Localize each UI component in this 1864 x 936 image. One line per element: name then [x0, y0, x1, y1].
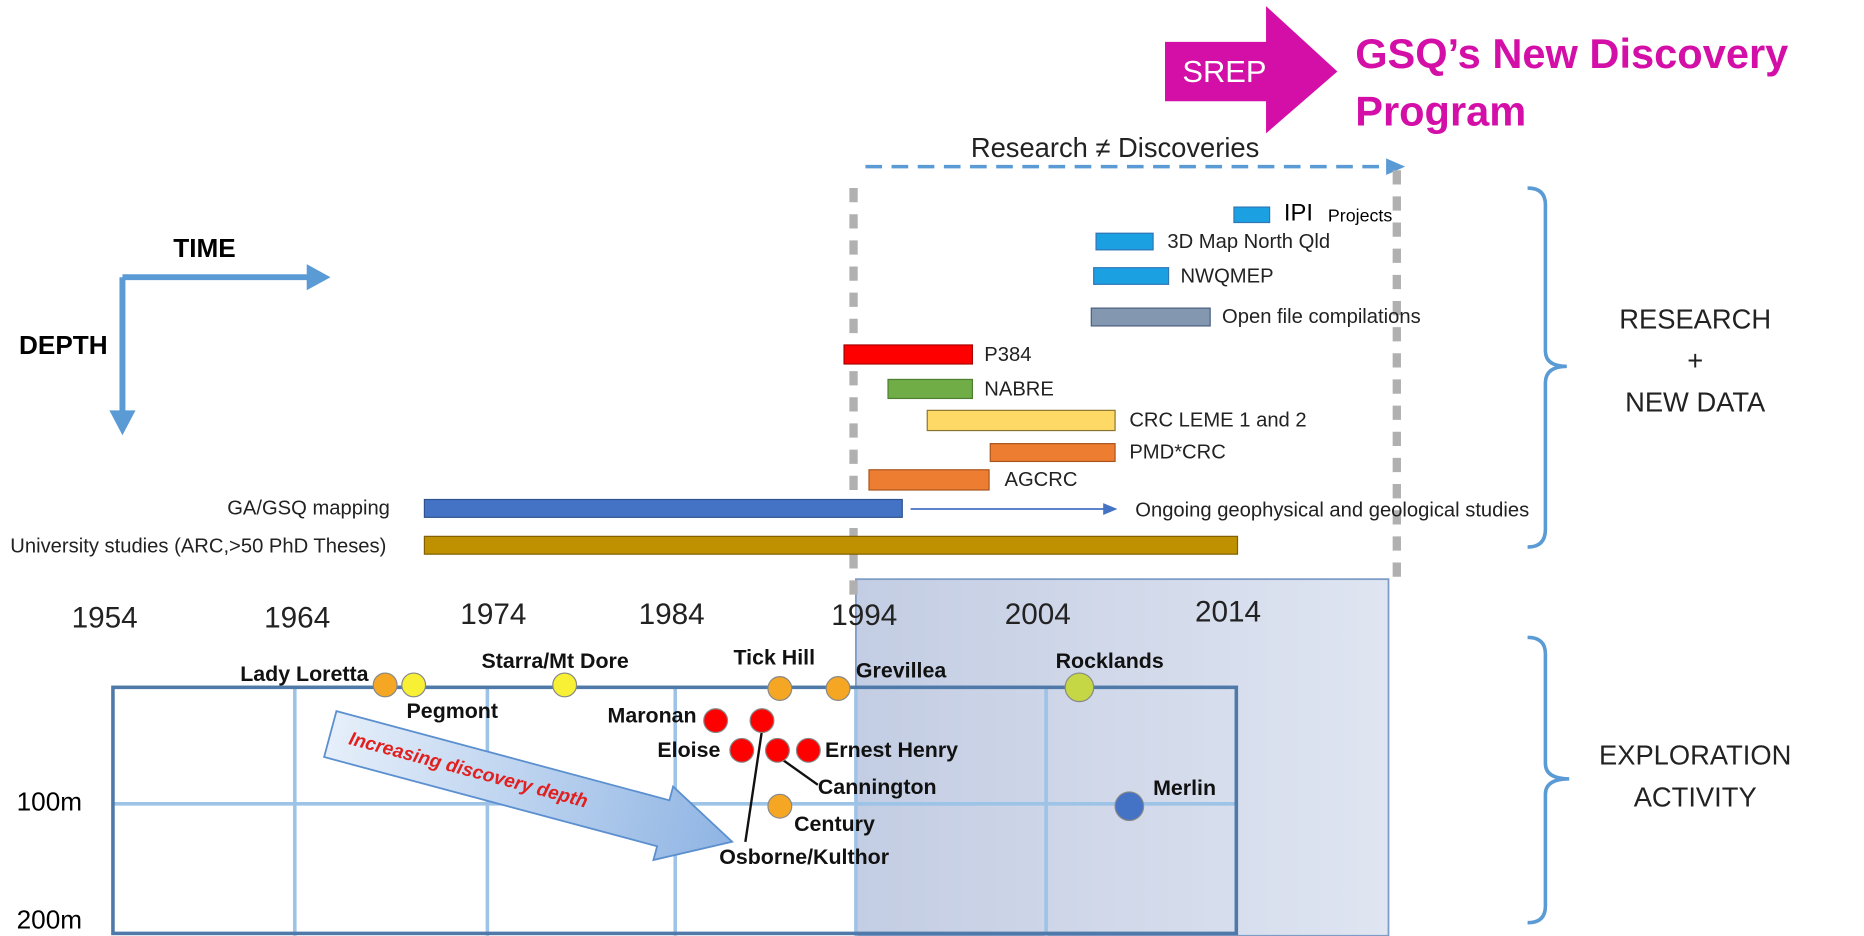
- deposit-label: Maronan: [608, 704, 697, 728]
- deposit-label: Century: [794, 812, 875, 836]
- leader-line: [780, 757, 819, 786]
- deposit-label: Pegmont: [407, 699, 498, 723]
- project-label: P384: [984, 344, 1031, 366]
- year-label: 1974: [460, 598, 526, 631]
- deposit: [372, 672, 398, 698]
- project-bar: [868, 469, 990, 491]
- project-bar: [1095, 232, 1154, 251]
- deposit: [1114, 791, 1145, 822]
- project-label: Open file compilations: [1222, 306, 1421, 328]
- project-note: Ongoing geophysical and geological studi…: [1135, 500, 1529, 522]
- deposit: [729, 737, 755, 763]
- deposit: [552, 672, 578, 698]
- project-label: GA/GSQ mapping: [227, 497, 390, 519]
- project-label: 3D Map North Qld: [1167, 231, 1330, 253]
- project-note: Projects: [1328, 205, 1392, 225]
- deposit: [401, 672, 427, 698]
- deposit: [703, 708, 729, 734]
- project-label: AGCRC: [1005, 469, 1078, 491]
- deposit-label: Merlin: [1153, 776, 1216, 800]
- project-label: IPI: [1284, 199, 1313, 226]
- srep-label: SREP: [1182, 54, 1266, 89]
- arrow-head: [1103, 503, 1118, 515]
- year-label: 2004: [1005, 598, 1071, 631]
- project-label: University studies (ARC,>50 PhD Theses): [10, 535, 386, 557]
- arrow-head: [109, 410, 136, 436]
- deposit-label: Lady Loretta: [240, 662, 369, 686]
- deposit: [764, 737, 790, 763]
- side-label: NEW DATA: [1625, 387, 1766, 418]
- depth-tick: 200m: [17, 904, 82, 934]
- arrow-head: [306, 264, 331, 291]
- title: GSQ’s New Discovery: [1355, 30, 1788, 77]
- project-label: CRC LEME 1 and 2: [1129, 409, 1306, 431]
- side-label: EXPLORATION: [1599, 740, 1791, 771]
- project-bar: [989, 443, 1116, 463]
- brace: [1527, 186, 1567, 549]
- deposit-label: Cannington: [818, 775, 937, 799]
- deposit-label: Tick Hill: [733, 645, 815, 669]
- project-bar: [843, 344, 974, 365]
- deposit-label: Osborne/Kulthor: [719, 845, 889, 869]
- project-label: PMD*CRC: [1129, 441, 1225, 463]
- year-label: 1964: [264, 601, 330, 634]
- deposits: [372, 672, 1145, 822]
- project-bar: [926, 409, 1116, 432]
- side-label: RESEARCH: [1619, 303, 1771, 334]
- time-label: TIME: [173, 233, 235, 263]
- leader-line: [744, 729, 764, 843]
- deposit-label: Ernest Henry: [825, 738, 958, 762]
- project-bar: [1233, 206, 1271, 224]
- project-label: NABRE: [984, 378, 1054, 400]
- year-label: 1984: [639, 598, 705, 631]
- side-label: +: [1687, 345, 1703, 376]
- project-bar: [1090, 307, 1211, 327]
- deposit-label: Starra/Mt Dore: [481, 649, 628, 673]
- year-label: 1994: [831, 599, 897, 632]
- title: Program: [1355, 87, 1526, 134]
- research-note: Research ≠ Discoveries: [971, 132, 1259, 163]
- brace: [1527, 635, 1570, 925]
- shaded-period: [855, 578, 1390, 936]
- deposit: [767, 676, 793, 701]
- project-bar: [1093, 267, 1170, 285]
- deposit: [795, 737, 821, 763]
- deposit-label: Rocklands: [1056, 649, 1164, 673]
- depth-label: DEPTH: [19, 330, 108, 360]
- year-label: 1954: [72, 601, 138, 634]
- project-bar: [887, 378, 974, 400]
- deposit-label: Eloise: [657, 738, 720, 762]
- side-label: ACTIVITY: [1634, 781, 1757, 812]
- deposit: [767, 793, 793, 819]
- arrow-head: [1386, 158, 1406, 175]
- depth-tick: 100m: [17, 787, 82, 817]
- srep-arrow: [1165, 6, 1338, 134]
- deposit: [749, 708, 775, 734]
- deposit: [825, 676, 851, 701]
- project-label: NWQMEP: [1180, 266, 1273, 288]
- project-bar: [423, 498, 903, 518]
- year-label: 2014: [1195, 595, 1261, 628]
- deposit: [1064, 672, 1095, 703]
- deposit-label: Grevillea: [856, 659, 947, 683]
- depth-frame: [111, 685, 1239, 936]
- project-bar: [423, 535, 1239, 555]
